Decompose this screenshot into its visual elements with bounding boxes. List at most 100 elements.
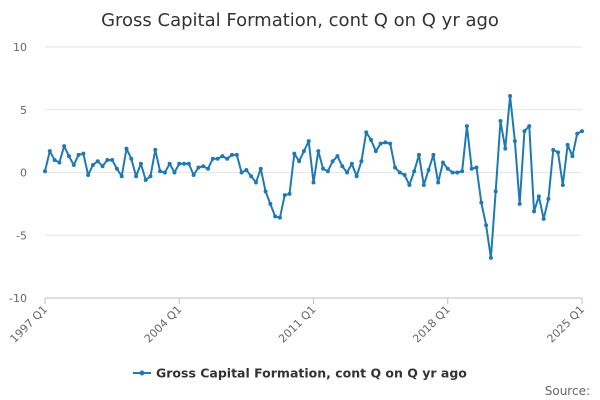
data-point[interactable] bbox=[455, 170, 460, 175]
data-point[interactable] bbox=[277, 215, 282, 220]
data-point[interactable] bbox=[311, 180, 316, 185]
data-point[interactable] bbox=[364, 130, 369, 135]
data-point[interactable] bbox=[90, 162, 95, 167]
data-point[interactable] bbox=[47, 149, 52, 154]
data-point[interactable] bbox=[397, 170, 402, 175]
data-point[interactable] bbox=[273, 214, 278, 219]
data-point[interactable] bbox=[498, 119, 503, 124]
data-point[interactable] bbox=[484, 223, 489, 228]
data-point[interactable] bbox=[469, 166, 474, 171]
data-point[interactable] bbox=[158, 169, 163, 174]
data-point[interactable] bbox=[215, 156, 220, 161]
data-point[interactable] bbox=[570, 154, 575, 159]
data-point[interactable] bbox=[229, 152, 234, 157]
data-point[interactable] bbox=[493, 189, 498, 194]
data-point[interactable] bbox=[522, 129, 527, 134]
data-point[interactable] bbox=[196, 165, 201, 170]
data-point[interactable] bbox=[52, 157, 57, 162]
data-point[interactable] bbox=[172, 170, 177, 175]
data-point[interactable] bbox=[580, 129, 584, 134]
data-point[interactable] bbox=[440, 160, 445, 165]
data-point[interactable] bbox=[508, 93, 513, 98]
data-point[interactable] bbox=[220, 154, 225, 159]
data-point[interactable] bbox=[450, 170, 455, 175]
data-point[interactable] bbox=[134, 174, 139, 179]
data-point[interactable] bbox=[575, 131, 580, 136]
data-point[interactable] bbox=[369, 137, 374, 142]
legend-label[interactable]: Gross Capital Formation, cont Q on Q yr … bbox=[156, 366, 467, 381]
data-point[interactable] bbox=[436, 180, 441, 185]
data-point[interactable] bbox=[388, 141, 393, 146]
data-point[interactable] bbox=[306, 139, 311, 144]
data-point[interactable] bbox=[474, 165, 479, 170]
data-point[interactable] bbox=[268, 201, 273, 206]
data-point[interactable] bbox=[349, 161, 354, 166]
data-point[interactable] bbox=[263, 189, 268, 194]
data-point[interactable] bbox=[546, 196, 551, 201]
data-point[interactable] bbox=[393, 165, 398, 170]
data-point[interactable] bbox=[177, 161, 182, 166]
data-point[interactable] bbox=[138, 161, 143, 166]
data-point[interactable] bbox=[488, 255, 493, 260]
data-point[interactable] bbox=[556, 150, 561, 155]
data-point[interactable] bbox=[258, 166, 263, 171]
legend[interactable]: Gross Capital Formation, cont Q on Q yr … bbox=[133, 366, 467, 381]
data-point[interactable] bbox=[287, 191, 292, 196]
data-point[interactable] bbox=[359, 159, 364, 164]
data-point[interactable] bbox=[431, 152, 436, 157]
data-point[interactable] bbox=[43, 169, 47, 174]
data-point[interactable] bbox=[297, 159, 302, 164]
data-point[interactable] bbox=[330, 159, 335, 164]
data-point[interactable] bbox=[378, 141, 383, 146]
data-point[interactable] bbox=[560, 183, 565, 188]
data-point[interactable] bbox=[354, 174, 359, 179]
data-point[interactable] bbox=[536, 194, 541, 199]
data-point[interactable] bbox=[503, 146, 508, 151]
data-point[interactable] bbox=[292, 151, 297, 156]
data-point[interactable] bbox=[100, 164, 105, 169]
data-point[interactable] bbox=[282, 193, 287, 198]
data-point[interactable] bbox=[239, 170, 244, 175]
data-point[interactable] bbox=[402, 173, 407, 178]
data-point[interactable] bbox=[148, 174, 153, 179]
data-point[interactable] bbox=[253, 180, 258, 185]
series-plot[interactable] bbox=[43, 93, 584, 260]
data-point[interactable] bbox=[383, 140, 388, 145]
data-point[interactable] bbox=[66, 154, 71, 159]
data-point[interactable] bbox=[105, 157, 110, 162]
data-point[interactable] bbox=[249, 174, 254, 179]
data-point[interactable] bbox=[76, 152, 81, 157]
data-point[interactable] bbox=[86, 173, 91, 178]
data-point[interactable] bbox=[153, 147, 158, 152]
data-point[interactable] bbox=[234, 152, 239, 157]
data-point[interactable] bbox=[119, 174, 124, 179]
data-point[interactable] bbox=[527, 124, 532, 129]
data-point[interactable] bbox=[541, 216, 546, 221]
data-point[interactable] bbox=[191, 173, 196, 178]
data-point[interactable] bbox=[340, 164, 345, 169]
data-point[interactable] bbox=[479, 200, 484, 205]
data-point[interactable] bbox=[316, 149, 321, 154]
data-point[interactable] bbox=[345, 170, 350, 175]
data-point[interactable] bbox=[325, 169, 330, 174]
data-point[interactable] bbox=[124, 146, 129, 151]
data-point[interactable] bbox=[114, 166, 119, 171]
data-point[interactable] bbox=[57, 160, 62, 165]
data-point[interactable] bbox=[551, 147, 556, 152]
data-point[interactable] bbox=[512, 139, 517, 144]
data-point[interactable] bbox=[464, 124, 469, 129]
data-point[interactable] bbox=[301, 149, 306, 154]
data-point[interactable] bbox=[565, 142, 570, 147]
data-point[interactable] bbox=[167, 161, 172, 166]
data-point[interactable] bbox=[225, 156, 230, 161]
data-point[interactable] bbox=[71, 162, 76, 167]
data-point[interactable] bbox=[186, 161, 191, 166]
data-point[interactable] bbox=[426, 167, 431, 172]
data-point[interactable] bbox=[416, 152, 421, 157]
data-point[interactable] bbox=[532, 209, 537, 214]
data-point[interactable] bbox=[62, 144, 67, 149]
data-point[interactable] bbox=[517, 201, 522, 206]
data-point[interactable] bbox=[210, 156, 215, 161]
data-point[interactable] bbox=[110, 157, 115, 162]
data-point[interactable] bbox=[95, 159, 100, 164]
